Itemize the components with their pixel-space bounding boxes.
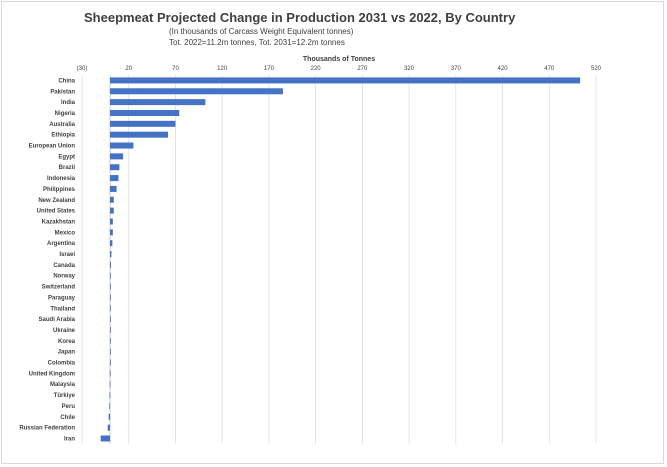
bar [110, 218, 113, 225]
category-label: Egypt [58, 154, 75, 160]
category-label: Malaysia [50, 382, 76, 388]
bar [110, 153, 124, 160]
x-tick-label: 320 [404, 66, 415, 72]
bar [110, 272, 111, 279]
bar [108, 413, 111, 420]
category-label: Philippines [43, 187, 76, 193]
chart-subtitle-units: (In thousands of Carcass Weight Equivale… [169, 27, 354, 36]
category-label: Colombia [48, 361, 76, 367]
x-tick-label: 20 [125, 66, 132, 72]
category-label: Kazakhstan [42, 219, 76, 225]
bar [110, 120, 176, 127]
bar [110, 337, 111, 344]
bar [107, 424, 111, 431]
bar [110, 164, 120, 171]
y-axis-categories: China Pakistan India Nigeria Australia Ethiop… [19, 78, 75, 442]
bar [110, 305, 111, 312]
bar [110, 261, 111, 268]
bar [110, 207, 114, 214]
bar [110, 251, 112, 258]
category-label: Pakistan [50, 89, 75, 95]
x-tick-label: 420 [498, 66, 509, 72]
bar [110, 99, 206, 106]
bar [110, 348, 111, 355]
x-tick-label: 220 [311, 66, 322, 72]
category-label: Türkiye [54, 393, 76, 399]
category-label: Paraguay [48, 295, 76, 301]
bar [110, 316, 111, 323]
category-label: Indonesia [47, 176, 76, 182]
bar [110, 196, 114, 203]
bar [110, 109, 180, 116]
category-label: China [58, 78, 75, 84]
x-axis-ticks: (30) 20 70 120 170 220 270 320 370 420 470 520 [77, 66, 602, 72]
x-tick-label: 270 [357, 66, 368, 72]
category-label: India [61, 100, 76, 106]
bar [110, 175, 119, 182]
category-label: Ethiopia [51, 133, 75, 139]
x-tick-label: (30) [77, 66, 88, 72]
bar [110, 131, 168, 138]
bar [110, 240, 113, 247]
category-label: Russian Federation [19, 426, 75, 432]
category-label: Norway [53, 274, 75, 280]
category-label: Mexico [55, 230, 76, 236]
bar [110, 283, 111, 290]
x-tick-label: 470 [544, 66, 555, 72]
bars [100, 77, 581, 442]
category-label: Ukraine [53, 328, 76, 334]
bar [110, 88, 283, 95]
bar [110, 326, 111, 333]
category-label: Iran [64, 436, 75, 442]
category-label: Israel [59, 252, 75, 258]
category-label: Chile [60, 415, 75, 421]
chart-title: Sheepmeat Projected Change in Production… [84, 10, 516, 25]
bar [100, 435, 111, 442]
bar [110, 142, 134, 149]
category-label: Brazil [59, 165, 76, 171]
x-tick-label: 170 [264, 66, 275, 72]
category-label: Korea [58, 339, 76, 345]
x-tick-label: 520 [591, 66, 602, 72]
bar [110, 294, 111, 301]
bar [110, 185, 117, 192]
category-label: Switzerland [42, 285, 76, 291]
category-label: Nigeria [55, 111, 76, 117]
category-label: Argentina [47, 241, 76, 247]
bar [109, 381, 111, 388]
bar [109, 392, 111, 399]
bar [110, 229, 113, 236]
x-tick-label: 370 [451, 66, 462, 72]
category-label: United States [37, 209, 76, 215]
bar [110, 77, 581, 84]
category-label: European Union [29, 144, 76, 150]
category-label: Peru [62, 404, 76, 410]
x-tick-label: 120 [217, 66, 228, 72]
bar [109, 370, 111, 377]
category-label: United Kingdom [29, 371, 75, 377]
category-label: Japan [58, 350, 76, 356]
category-label: Thailand [50, 306, 75, 312]
bar [109, 402, 111, 409]
bar [110, 359, 111, 366]
category-label: Saudi Arabia [39, 317, 76, 323]
x-tick-label: 70 [172, 66, 179, 72]
x-axis-title: Thousands of Tonnes [303, 56, 375, 63]
category-label: Canada [53, 263, 75, 269]
chart-subtitle-totals: Tot. 2022=11.2m tonnes, Tot. 2031=12.2m … [169, 38, 345, 47]
gridlines [81, 75, 597, 444]
category-label: New Zealand [38, 198, 75, 204]
category-label: Australia [49, 122, 75, 128]
